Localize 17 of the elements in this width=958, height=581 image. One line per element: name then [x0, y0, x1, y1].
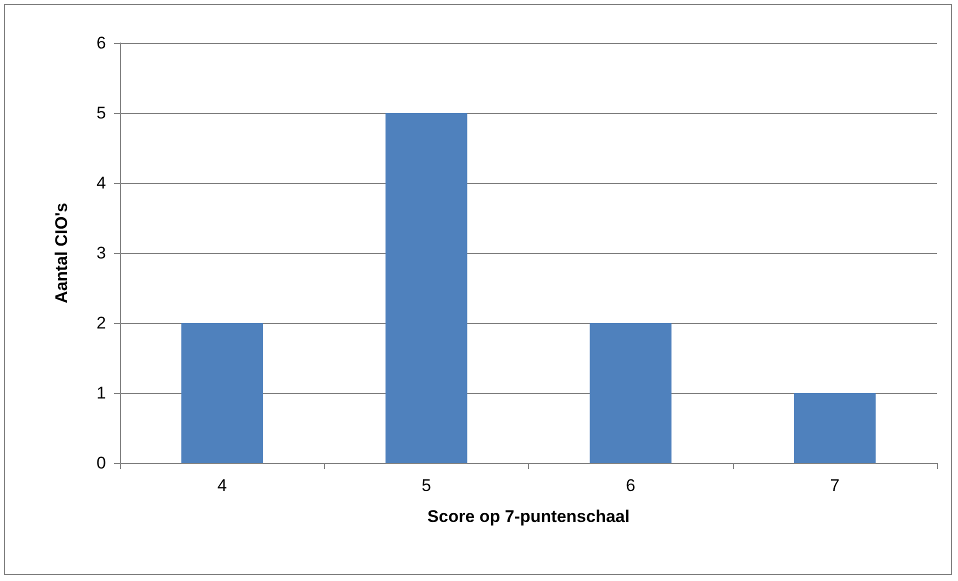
- bar: [794, 393, 876, 463]
- y-tick-label: 1: [96, 384, 106, 402]
- bar: [590, 323, 672, 463]
- x-tick-label: 4: [217, 476, 227, 495]
- y-tick-label: 4: [96, 174, 106, 192]
- y-tick-label: 3: [96, 244, 106, 262]
- x-axis-title: Score op 7-puntenschaal: [427, 507, 630, 526]
- y-tick-label: 6: [96, 34, 106, 52]
- x-tick-label: 6: [626, 476, 636, 495]
- y-axis-title: Aantal CIO's: [52, 202, 71, 304]
- y-tick-label: 5: [96, 104, 106, 122]
- x-tick-label: 5: [422, 476, 432, 495]
- y-tick-label: 2: [96, 314, 106, 332]
- bar: [181, 323, 263, 463]
- bar: [386, 113, 468, 463]
- x-tick-label: 7: [830, 476, 840, 495]
- y-tick-label: 0: [96, 454, 106, 472]
